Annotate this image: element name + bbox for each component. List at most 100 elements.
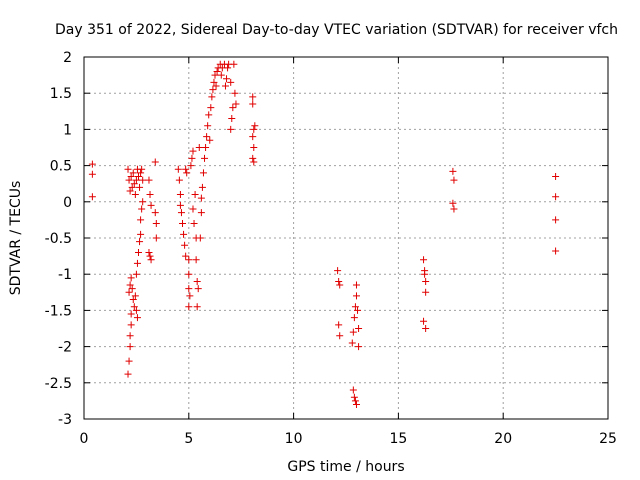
data-point — [126, 332, 134, 340]
x-tick-label: 20 — [494, 431, 512, 447]
data-point — [190, 220, 198, 228]
data-point — [145, 176, 153, 184]
data-point — [134, 248, 142, 256]
data-point — [128, 183, 136, 191]
data-point — [132, 176, 140, 184]
data-point — [552, 172, 560, 180]
data-point — [189, 147, 197, 155]
data-point — [228, 115, 236, 123]
x-tick-labels: 0 5 10 15 20 25 — [80, 431, 617, 447]
y-tick-label: 0.5 — [50, 159, 72, 175]
data-point — [421, 270, 429, 278]
data-point — [349, 386, 357, 394]
x-tick-label: 10 — [285, 431, 303, 447]
data-point — [210, 78, 218, 86]
y-tick-label: 1 — [63, 122, 72, 138]
data-point — [185, 270, 193, 278]
data-point — [88, 160, 96, 168]
data-point — [134, 172, 142, 180]
data-point — [188, 154, 196, 162]
x-tick-label: 15 — [389, 431, 407, 447]
data-point — [223, 75, 231, 83]
data-point — [352, 401, 360, 409]
data-point — [552, 247, 560, 255]
data-point — [422, 288, 430, 296]
data-point — [151, 209, 159, 217]
y-tick-label: 1.5 — [50, 86, 72, 102]
data-point — [348, 339, 356, 347]
data-point — [182, 252, 190, 260]
data-point — [131, 292, 139, 300]
data-point — [125, 176, 133, 184]
data-point — [231, 89, 239, 97]
data-point — [146, 191, 154, 199]
data-point — [133, 314, 141, 322]
y-tick-labels: 2 1.5 1 0.5 0 -0.5 -1 -1.5 -2 -2.5 -3 — [45, 50, 72, 428]
data-point — [174, 165, 182, 173]
data-point — [207, 104, 215, 112]
data-point — [145, 248, 153, 256]
data-point — [352, 281, 360, 289]
data-point — [137, 169, 145, 177]
data-point — [193, 303, 201, 311]
data-point — [198, 183, 206, 191]
data-point — [422, 325, 430, 332]
data-point — [193, 277, 201, 285]
y-tick-label: -1 — [58, 267, 72, 283]
data-point — [88, 193, 96, 201]
data-point — [209, 86, 217, 94]
data-point — [355, 343, 363, 351]
data-point — [129, 296, 137, 304]
data-point — [334, 267, 342, 275]
data-point — [420, 256, 428, 264]
data-point — [128, 285, 136, 293]
data-point — [354, 306, 362, 314]
data-point — [212, 82, 220, 90]
data-point — [335, 277, 343, 285]
y-tick-label: -0.5 — [45, 231, 72, 247]
data-point — [351, 303, 359, 311]
data-point — [355, 325, 363, 332]
x-tick-label: 5 — [184, 431, 193, 447]
data-point — [88, 170, 96, 178]
data-point — [138, 205, 146, 213]
data-point — [213, 67, 221, 75]
data-point — [221, 82, 229, 90]
data-point — [449, 167, 457, 175]
data-point — [127, 310, 135, 318]
data-point — [126, 281, 134, 289]
data-point — [552, 216, 560, 224]
data-point — [126, 343, 134, 351]
data-point — [127, 321, 135, 329]
data-point — [179, 220, 187, 228]
data-point — [185, 303, 193, 311]
data-point — [191, 191, 199, 199]
data-point — [552, 193, 560, 201]
data-points — [88, 60, 560, 409]
data-point — [186, 292, 194, 300]
data-point — [349, 328, 357, 336]
data-point — [251, 122, 259, 130]
data-point — [208, 93, 216, 101]
data-point — [211, 71, 219, 79]
data-point — [422, 277, 430, 285]
data-point — [176, 191, 184, 199]
data-point — [136, 183, 144, 191]
data-point — [420, 317, 428, 325]
data-point — [197, 209, 205, 217]
data-point — [124, 370, 132, 378]
data-point — [205, 111, 213, 119]
data-point — [204, 122, 212, 130]
y-axis-title: SDTVAR / TECUs — [8, 181, 24, 296]
data-point — [227, 78, 235, 86]
data-point — [450, 176, 458, 184]
y-tick-label: -3 — [58, 412, 72, 428]
y-tick-label: -1.5 — [45, 303, 72, 319]
data-point — [201, 154, 209, 162]
data-point — [351, 397, 359, 405]
data-point — [227, 125, 235, 133]
data-point — [180, 230, 188, 238]
y-tick-label: -2.5 — [45, 376, 72, 392]
data-point — [175, 176, 183, 184]
x-tick-label: 0 — [80, 431, 89, 447]
